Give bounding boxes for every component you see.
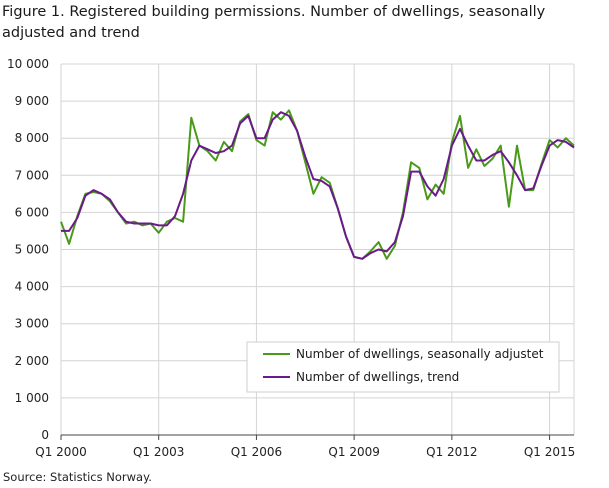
legend: Number of dwellings, seasonally adjustet… [246, 341, 560, 393]
series-line-trend [61, 111, 575, 260]
y-tick-label: 1 000 [15, 391, 49, 405]
y-tick-label: 4 000 [15, 280, 49, 294]
chart-title: Figure 1. Registered building permission… [2, 4, 546, 41]
y-tick-label: 9 000 [15, 94, 49, 108]
y-tick-label: 6 000 [15, 205, 49, 219]
legend-box [246, 341, 560, 393]
x-axis: Q1 2000 Q1 2003 Q1 2006 Q1 2009 Q1 2012 Q1 20… [35, 434, 575, 459]
y-tick-label: 10 000 [7, 57, 49, 71]
x-tick-label: Q1 2015 [524, 445, 575, 459]
x-tick-label: Q1 2000 [35, 445, 86, 459]
gridlines [60, 63, 575, 436]
y-tick-label: 3 000 [15, 317, 49, 331]
y-tick-label: 7 000 [15, 168, 49, 182]
y-tick-label: 5 000 [15, 243, 49, 257]
y-tick-label: 2 000 [15, 354, 49, 368]
source-note: Source: Statistics Norway. [3, 470, 152, 484]
y-tick-label: 8 000 [15, 131, 49, 145]
x-tick-label: Q1 2009 [328, 445, 379, 459]
y-tick-label: 0 [41, 428, 49, 442]
y-axis: 0 1 000 2 000 3 000 4 000 5 000 6 000 7 000 8 00… [7, 57, 49, 442]
legend-label-seasonally-adjusted: Number of dwellings, seasonally adjustet [296, 347, 544, 361]
series-lines [60, 109, 575, 260]
series-line-seasonally-adjusted [60, 109, 575, 260]
x-tick-label: Q1 2006 [231, 445, 282, 459]
x-tick-label: Q1 2012 [426, 445, 477, 459]
legend-label-trend: Number of dwellings, trend [296, 370, 459, 384]
x-tick-label: Q1 2003 [133, 445, 184, 459]
